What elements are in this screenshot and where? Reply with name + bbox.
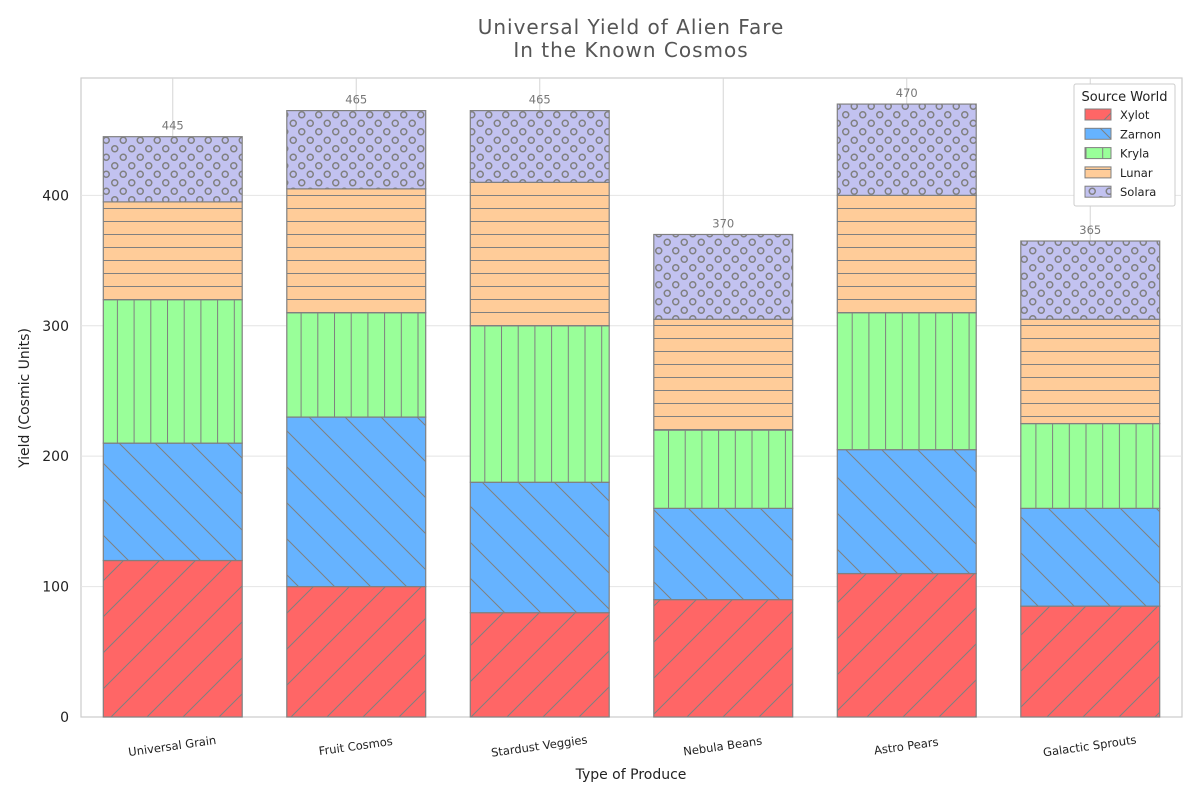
- legend: Source World Xylot Zarnon Kryla Lunar Solara: [1073, 83, 1176, 207]
- x-tick-label: Stardust Veggies: [490, 732, 588, 759]
- bar-segment-kryla: [286, 312, 427, 418]
- bar-segment-zarnon: [102, 442, 243, 562]
- legend-items: Xylot Zarnon Kryla Lunar Solara: [1084, 108, 1161, 199]
- x-tick-label: Nebula Beans: [682, 734, 763, 759]
- bar-segment-zarnon: [653, 507, 794, 601]
- legend-label: Solara: [1120, 185, 1156, 199]
- total-label: 370: [712, 216, 734, 230]
- legend-label: Kryla: [1120, 147, 1149, 161]
- total-label: 465: [345, 93, 367, 107]
- total-label: 470: [896, 86, 918, 100]
- legend-label: Lunar: [1120, 166, 1153, 180]
- bar-segment-kryla: [1020, 422, 1161, 509]
- bar-segment-solara: [102, 136, 243, 203]
- bar-segment-lunar: [102, 201, 243, 301]
- y-tick-labels: 0 100 200 300 400: [42, 188, 69, 726]
- bar-segment-kryla: [469, 325, 610, 483]
- y-tick-label: 400: [42, 188, 69, 204]
- bar-segment-lunar: [469, 181, 610, 327]
- y-axis-label: Yield (Cosmic Units): [17, 328, 33, 469]
- legend-swatch-xylot: [1084, 108, 1112, 121]
- legend-swatch-solara: [1084, 185, 1112, 198]
- bar-segment-xylot: [653, 599, 794, 718]
- bar-segment-zarnon: [469, 481, 610, 614]
- x-tick-label: Astro Pears: [873, 735, 939, 758]
- chart-title: Universal Yield of Alien Fare: [478, 15, 785, 39]
- y-tick-label: 0: [60, 710, 69, 726]
- x-tick-labels: Universal Grain Fruit Cosmos Stardust Vegg…: [127, 732, 1137, 759]
- bar-segment-solara: [286, 110, 427, 190]
- bar-segment-zarnon: [1020, 507, 1161, 607]
- bars: [102, 103, 1161, 718]
- bar-segment-xylot: [1020, 605, 1161, 718]
- bar-segment-zarnon: [836, 449, 977, 575]
- bar-segment-lunar: [1020, 318, 1161, 425]
- legend-swatch-zarnon: [1084, 127, 1112, 140]
- bar-segment-lunar: [286, 188, 427, 314]
- bar-segment-xylot: [836, 572, 977, 718]
- y-tick-label: 300: [42, 319, 69, 335]
- y-tick-label: 100: [42, 580, 69, 596]
- total-label: 445: [162, 119, 184, 133]
- bar-segment-kryla: [653, 429, 794, 509]
- bar-segment-xylot: [469, 612, 610, 718]
- legend-swatch-lunar: [1084, 166, 1112, 179]
- bar-segment-solara: [653, 233, 794, 320]
- y-tick-label: 200: [42, 449, 69, 465]
- bar-segment-zarnon: [286, 416, 427, 588]
- bar-segment-lunar: [836, 194, 977, 314]
- legend-label: Xylot: [1120, 108, 1150, 122]
- bar-segment-xylot: [102, 559, 243, 718]
- x-tick-label: Universal Grain: [127, 733, 217, 759]
- bar-segment-solara: [836, 103, 977, 196]
- legend-swatch-kryla: [1084, 147, 1112, 160]
- x-axis-label: Type of Produce: [575, 767, 687, 783]
- bar-segment-solara: [1020, 240, 1161, 320]
- total-label: 465: [529, 93, 551, 107]
- bar-segment-kryla: [836, 312, 977, 451]
- legend-title: Source World: [1081, 90, 1167, 105]
- total-labels: 445 465 465 370 470 365: [162, 86, 1101, 237]
- bar-segment-solara: [469, 110, 610, 183]
- legend-label: Zarnon: [1120, 127, 1161, 141]
- chart-subtitle: In the Known Cosmos: [513, 38, 748, 62]
- bar-segment-lunar: [653, 318, 794, 431]
- x-tick-label: Fruit Cosmos: [318, 734, 394, 758]
- plot-frame: [80, 77, 1183, 718]
- bar-segment-xylot: [286, 585, 427, 718]
- total-label: 365: [1079, 223, 1101, 237]
- x-tick-label: Galactic Sprouts: [1042, 733, 1137, 760]
- bar-segment-kryla: [102, 299, 243, 444]
